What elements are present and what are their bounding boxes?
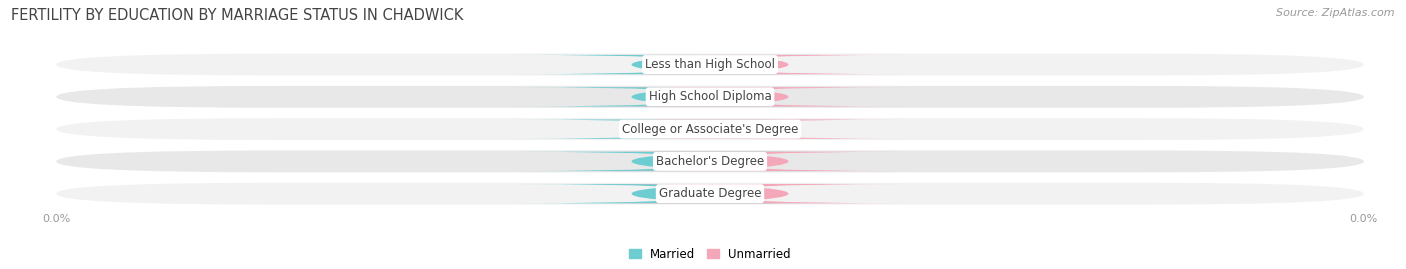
Text: 0.0%: 0.0% (657, 59, 685, 70)
Text: Less than High School: Less than High School (645, 58, 775, 71)
FancyBboxPatch shape (56, 86, 1364, 108)
FancyBboxPatch shape (56, 118, 1364, 140)
FancyBboxPatch shape (56, 54, 1364, 76)
Text: College or Associate's Degree: College or Associate's Degree (621, 123, 799, 136)
FancyBboxPatch shape (56, 150, 1364, 172)
FancyBboxPatch shape (515, 152, 828, 171)
Legend: Married, Unmarried: Married, Unmarried (624, 243, 796, 265)
Text: FERTILITY BY EDUCATION BY MARRIAGE STATUS IN CHADWICK: FERTILITY BY EDUCATION BY MARRIAGE STATU… (11, 8, 464, 23)
Text: Bachelor's Degree: Bachelor's Degree (657, 155, 763, 168)
FancyBboxPatch shape (515, 55, 828, 74)
FancyBboxPatch shape (515, 87, 828, 107)
Text: 0.0%: 0.0% (657, 156, 685, 167)
Text: 0.0%: 0.0% (657, 92, 685, 102)
Text: High School Diploma: High School Diploma (648, 90, 772, 103)
FancyBboxPatch shape (592, 184, 905, 203)
Text: 0.0%: 0.0% (657, 124, 685, 134)
Text: 0.0%: 0.0% (735, 92, 763, 102)
Text: 0.0%: 0.0% (735, 59, 763, 70)
FancyBboxPatch shape (592, 55, 905, 74)
FancyBboxPatch shape (56, 183, 1364, 205)
Text: 0.0%: 0.0% (735, 189, 763, 199)
FancyBboxPatch shape (592, 119, 905, 139)
FancyBboxPatch shape (592, 152, 905, 171)
FancyBboxPatch shape (592, 87, 905, 107)
Text: 0.0%: 0.0% (735, 124, 763, 134)
Text: 0.0%: 0.0% (735, 156, 763, 167)
Text: Source: ZipAtlas.com: Source: ZipAtlas.com (1277, 8, 1395, 18)
FancyBboxPatch shape (515, 184, 828, 203)
Text: 0.0%: 0.0% (657, 189, 685, 199)
Text: Graduate Degree: Graduate Degree (659, 187, 761, 200)
FancyBboxPatch shape (515, 119, 828, 139)
